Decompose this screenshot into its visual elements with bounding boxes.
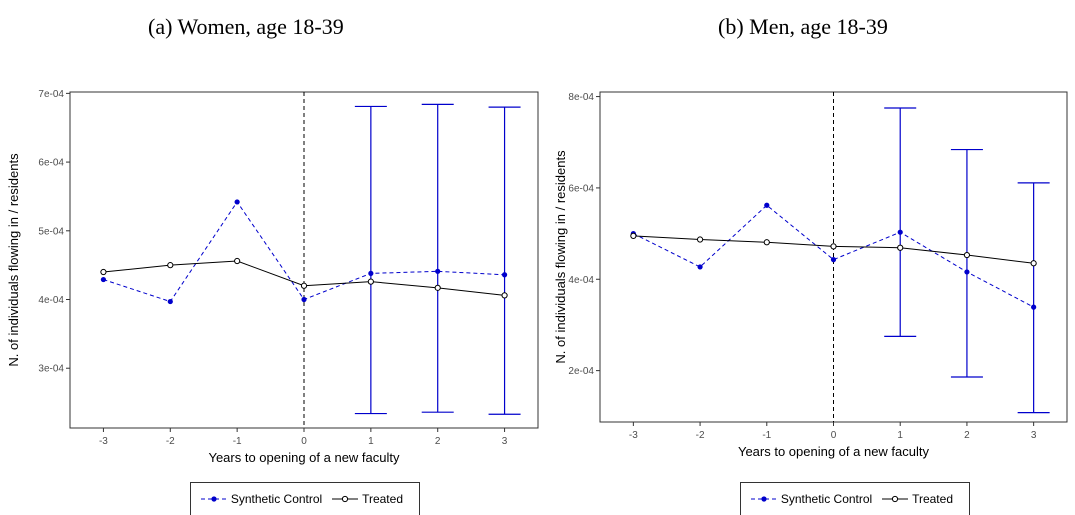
y-tick-label: 6e-04 bbox=[568, 183, 594, 194]
treated-point bbox=[167, 262, 174, 269]
legend-treated-label: Treated bbox=[912, 492, 953, 506]
x-tick-label: -1 bbox=[233, 436, 242, 447]
x-tick-label: -2 bbox=[696, 430, 705, 441]
synthetic-control-point bbox=[301, 296, 307, 303]
treated-point bbox=[963, 251, 971, 259]
x-tick-label: 1 bbox=[897, 430, 903, 441]
error-bar bbox=[1017, 182, 1050, 414]
x-tick-label: 2 bbox=[964, 430, 970, 441]
synthetic-control-point bbox=[501, 272, 508, 278]
legend-treated-label: Treated bbox=[362, 492, 403, 506]
y-axis-label: N. of individuals flowing in / residents bbox=[553, 150, 568, 364]
x-tick-label: 2 bbox=[435, 436, 441, 447]
x-tick-label: -3 bbox=[629, 430, 638, 441]
y-tick-label: 5e-04 bbox=[38, 226, 64, 237]
y-tick-label: 7e-04 bbox=[38, 89, 64, 100]
treated-legend-key bbox=[882, 495, 909, 503]
synthetic-control-point bbox=[964, 269, 970, 275]
synthetic-control-point bbox=[764, 202, 770, 208]
synthetic-legend-key bbox=[751, 496, 777, 502]
x-axis-label: Years to opening of a new faculty bbox=[208, 450, 400, 465]
treated-point bbox=[696, 236, 704, 243]
treated-point bbox=[763, 239, 770, 246]
legend-men: Synthetic Control Treated bbox=[740, 482, 970, 515]
error-bar bbox=[421, 103, 454, 413]
synthetic-control-point bbox=[897, 229, 903, 235]
error-bar bbox=[354, 105, 387, 415]
synthetic-control-point bbox=[167, 298, 173, 305]
legend-synthetic-label: Synthetic Control bbox=[780, 492, 873, 506]
y-tick-label: 4e-04 bbox=[568, 275, 594, 286]
y-tick-label: 4e-04 bbox=[38, 295, 64, 306]
synthetic-control-point bbox=[830, 257, 837, 263]
error-bar bbox=[884, 107, 917, 337]
chart-men: 2e-04 4e-04 6e-04 8e-04 -3 -2 -1 0 1 2 3 Years to o… bbox=[553, 91, 1068, 459]
panel-a-title: (a) Women, age 18-39 bbox=[148, 14, 344, 39]
y-axis-label: N. of individuals flowing in / residents bbox=[6, 153, 21, 367]
x-tick-label: 0 bbox=[831, 430, 837, 441]
legend-synthetic-label: Synthetic Control bbox=[230, 492, 323, 506]
x-tick-label: 3 bbox=[502, 436, 508, 447]
x-tick-label: -2 bbox=[166, 436, 175, 447]
synthetic-control-point bbox=[435, 268, 441, 274]
x-axis-label: Years to opening of a new faculty bbox=[738, 444, 930, 459]
treated-point bbox=[897, 244, 904, 251]
x-tick-label: -1 bbox=[762, 430, 771, 441]
synthetic-control-point bbox=[234, 199, 240, 205]
synthetic-legend-key bbox=[201, 496, 227, 502]
chart-women: 3e-04 4e-04 5e-04 6e-04 7e-04 -3 -2 -1 0 1 2 3 Years… bbox=[6, 89, 539, 465]
y-tick-label: 3e-04 bbox=[38, 364, 64, 375]
synthetic-control-point bbox=[368, 270, 374, 276]
treated-point bbox=[234, 257, 241, 265]
y-tick-label: 8e-04 bbox=[568, 92, 594, 103]
synthetic-control-point bbox=[697, 264, 703, 270]
x-tick-label: 1 bbox=[368, 436, 374, 447]
treated-point bbox=[434, 284, 441, 291]
panel-b-title: (b) Men, age 18-39 bbox=[718, 14, 888, 39]
treated-point bbox=[501, 292, 508, 299]
treated-point bbox=[830, 243, 837, 250]
x-tick-label: 3 bbox=[1031, 430, 1037, 441]
treated-point bbox=[1030, 260, 1037, 267]
x-tick-label: -3 bbox=[99, 436, 108, 447]
x-tick-label: 0 bbox=[301, 436, 307, 447]
synthetic-control-point bbox=[1031, 304, 1037, 310]
legend-women: Synthetic Control Treated bbox=[190, 482, 420, 515]
y-tick-label: 6e-04 bbox=[38, 158, 64, 169]
error-bar bbox=[488, 106, 521, 415]
y-tick-label: 2e-04 bbox=[568, 366, 594, 377]
treated-legend-key bbox=[332, 495, 359, 503]
synthetic-control-point bbox=[100, 276, 107, 283]
treated-point bbox=[630, 232, 637, 239]
treated-point bbox=[300, 282, 308, 289]
treated-point bbox=[367, 278, 374, 285]
treated-point bbox=[100, 268, 107, 276]
error-bar bbox=[950, 148, 983, 378]
